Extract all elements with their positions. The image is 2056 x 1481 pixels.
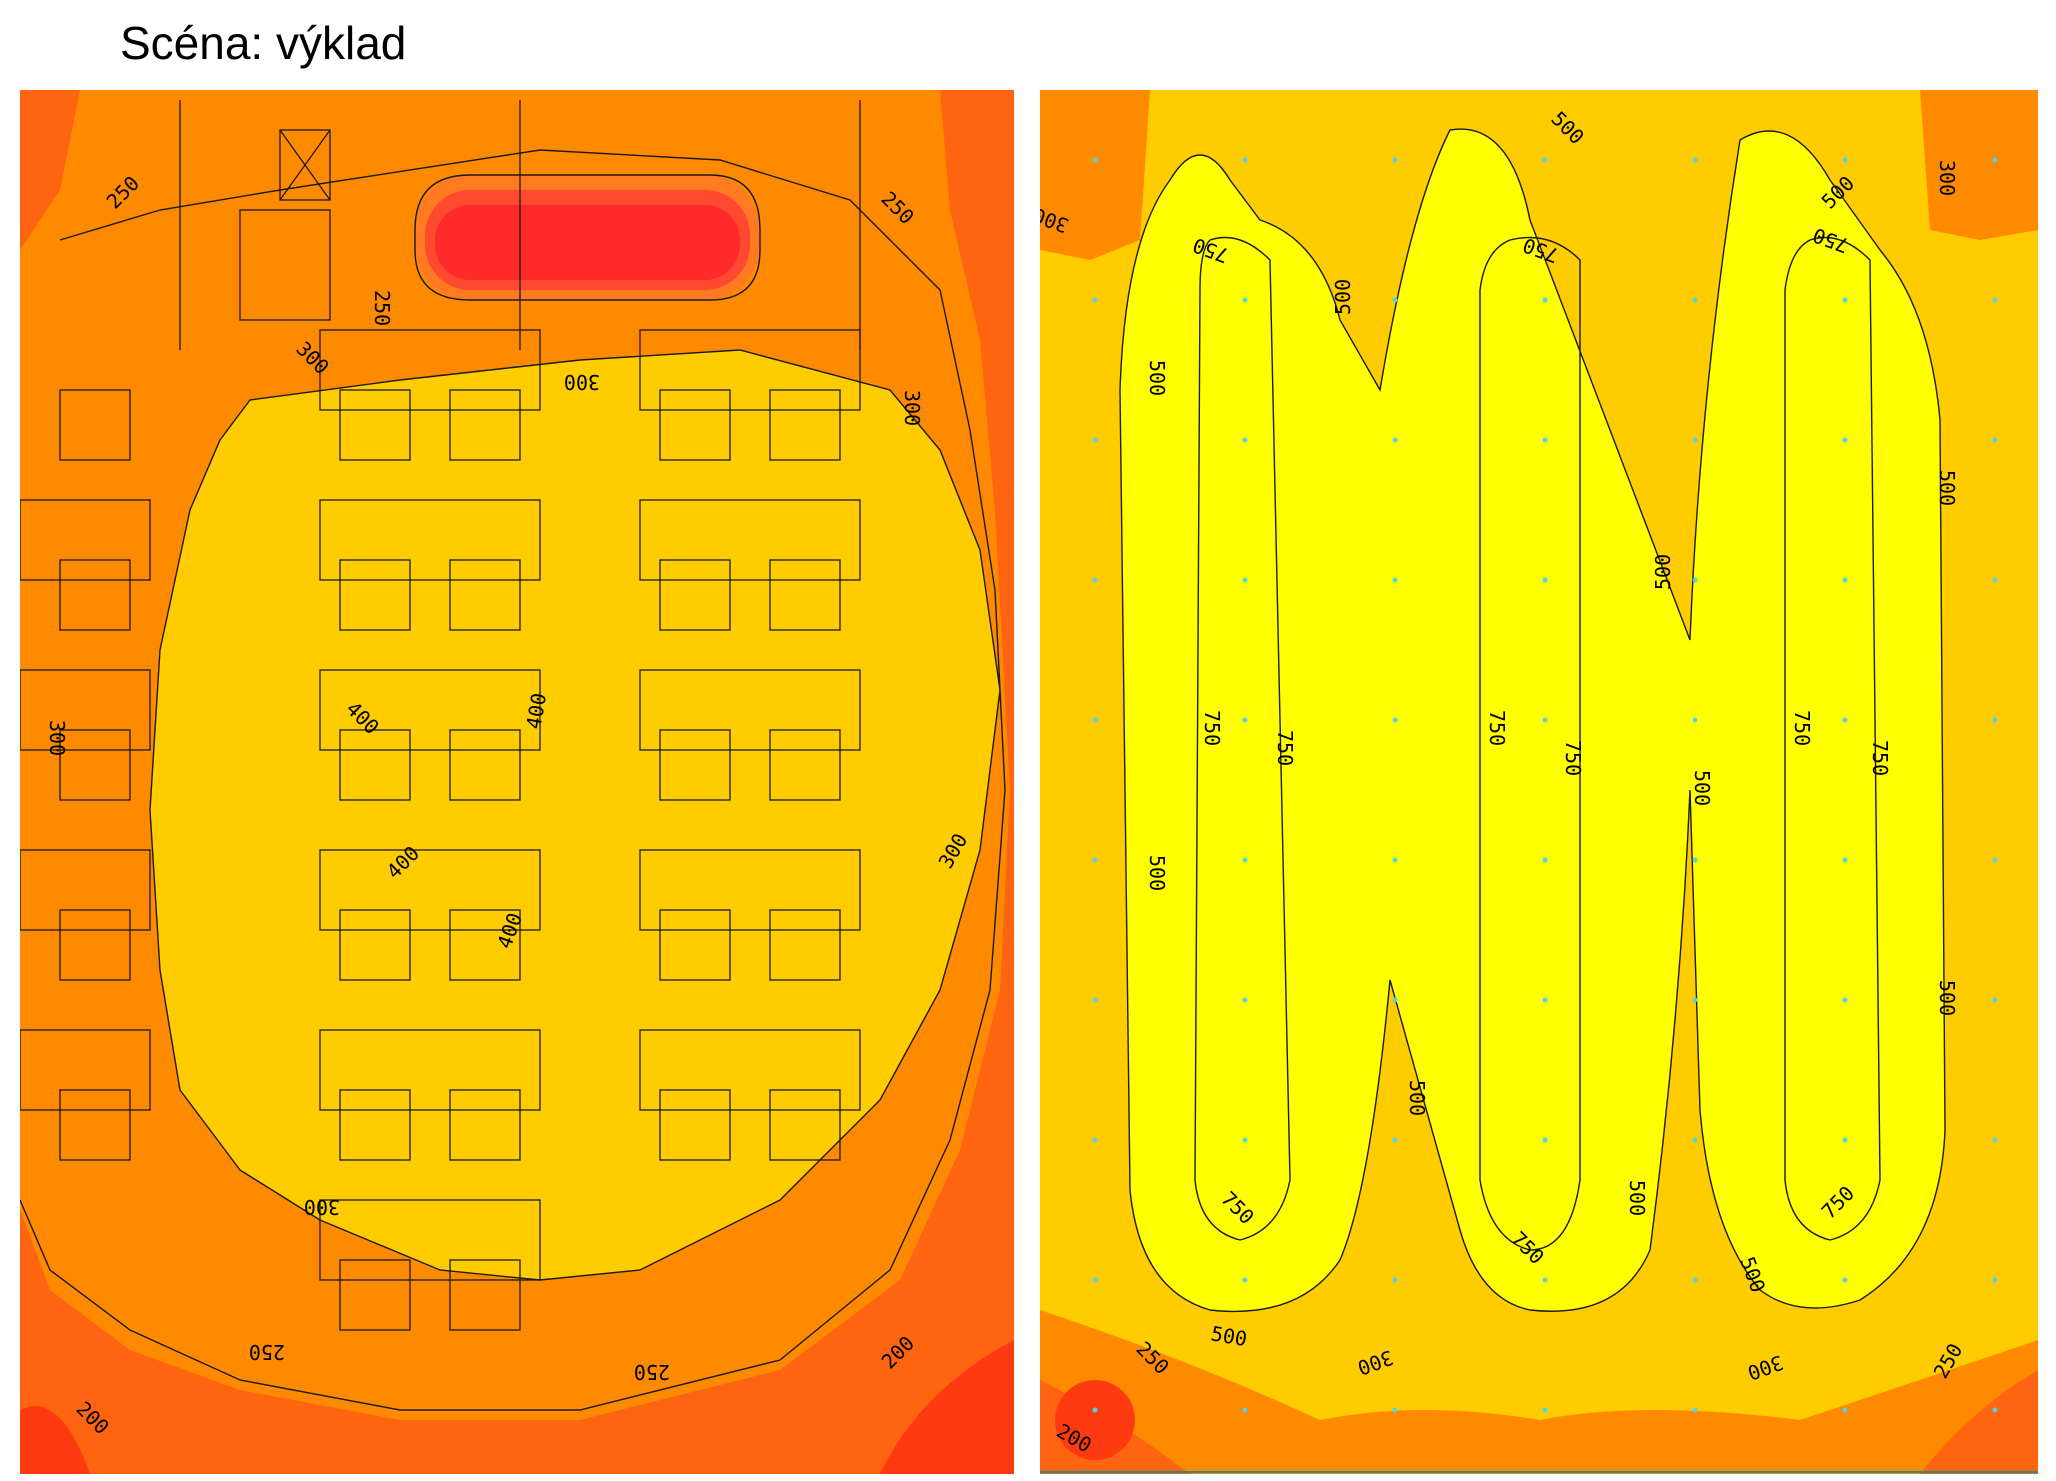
- desk: [319, 499, 541, 581]
- contour-label: 750: [1200, 710, 1224, 746]
- calc-grid: [1092, 157, 1998, 1413]
- zone-200-left-bl: [20, 1406, 90, 1474]
- contour-label: 300: [564, 370, 600, 394]
- contour-400-left: [149, 349, 1001, 1281]
- zone-200-left-br: [880, 1340, 1014, 1474]
- contour-750-right: [1784, 236, 1881, 1241]
- desk: [639, 1029, 861, 1111]
- right-isolux-plot: 500 500 300 300 750 750 750 500 500 500 …: [1030, 90, 2038, 1474]
- desk: [319, 669, 541, 751]
- contour-label: 500: [1331, 279, 1355, 315]
- desk: [319, 1199, 541, 1281]
- desk: [639, 329, 861, 411]
- contour-label: 500: [1651, 554, 1675, 590]
- contour-label: 300: [1935, 160, 1959, 196]
- cabinet: [239, 209, 331, 321]
- contour-label: 300: [45, 720, 69, 756]
- scene-title: Scéna: výklad: [120, 17, 407, 69]
- zone-300-right-tl: [1040, 90, 1150, 260]
- contour-label: 250: [634, 1360, 670, 1384]
- contour-label: 500: [1935, 980, 1959, 1016]
- contour-label: 500: [1145, 360, 1169, 396]
- contour-label: 750: [1485, 710, 1509, 746]
- contour-750-left: [1194, 236, 1291, 1241]
- contour-hotspot: [414, 174, 761, 301]
- chairs: [59, 389, 841, 1331]
- desk: [19, 499, 151, 581]
- desk: [319, 329, 541, 411]
- zone-250-right-bottom-r: [1920, 1370, 2038, 1474]
- desk: [319, 849, 541, 931]
- desk: [19, 669, 151, 751]
- contour-label: 500: [1690, 770, 1714, 806]
- contour-label: 250: [370, 290, 394, 326]
- contour-label: 500: [1145, 855, 1169, 891]
- desk: [19, 1029, 151, 1111]
- contour-label: 250: [249, 1340, 285, 1364]
- contour-label: 300: [900, 390, 924, 426]
- contour-label: 500: [1625, 1180, 1649, 1216]
- contour-label: 750: [1868, 740, 1892, 776]
- hotspot-core: [435, 205, 740, 280]
- contour-label: 500: [1405, 1080, 1429, 1116]
- contour-750-mid: [1479, 236, 1581, 1251]
- left-isolux-plot: 250 250 250 300 300 300 300 300 300 400 …: [19, 90, 1014, 1474]
- contour-300-left: [19, 149, 1006, 1411]
- contour-label: 750: [1790, 710, 1814, 746]
- contour-label: 500: [1935, 470, 1959, 506]
- left-isolux-panel: 250 250 250 300 300 300 300 300 300 400 …: [19, 90, 1014, 1474]
- furniture: [19, 100, 861, 1331]
- zone-400-left: [150, 350, 1000, 1280]
- right-isolux-panel: 500 500 300 300 750 750 750 500 500 500 …: [1030, 90, 2038, 1474]
- zone-300-right-tr: [1920, 90, 2038, 240]
- contour-label: 750: [1273, 730, 1297, 766]
- desk: [639, 849, 861, 931]
- projector-stand: [279, 129, 331, 201]
- desk: [19, 849, 151, 931]
- contour-label: 300: [304, 1195, 340, 1219]
- contour-label: 750: [1561, 740, 1585, 776]
- desk: [639, 669, 861, 751]
- zone-200-right: [1055, 1380, 1135, 1460]
- zone-300-right-bottom: [1040, 1310, 2038, 1474]
- desk: [319, 1029, 541, 1111]
- zone-500-right: [1119, 128, 1946, 1313]
- desk: [639, 499, 861, 581]
